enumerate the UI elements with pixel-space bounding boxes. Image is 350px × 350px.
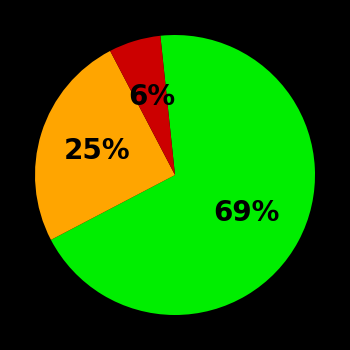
Text: 69%: 69% — [214, 199, 280, 228]
Wedge shape — [110, 36, 175, 175]
Text: 6%: 6% — [128, 83, 175, 111]
Wedge shape — [51, 35, 315, 315]
Wedge shape — [35, 51, 175, 240]
Text: 25%: 25% — [64, 137, 131, 165]
